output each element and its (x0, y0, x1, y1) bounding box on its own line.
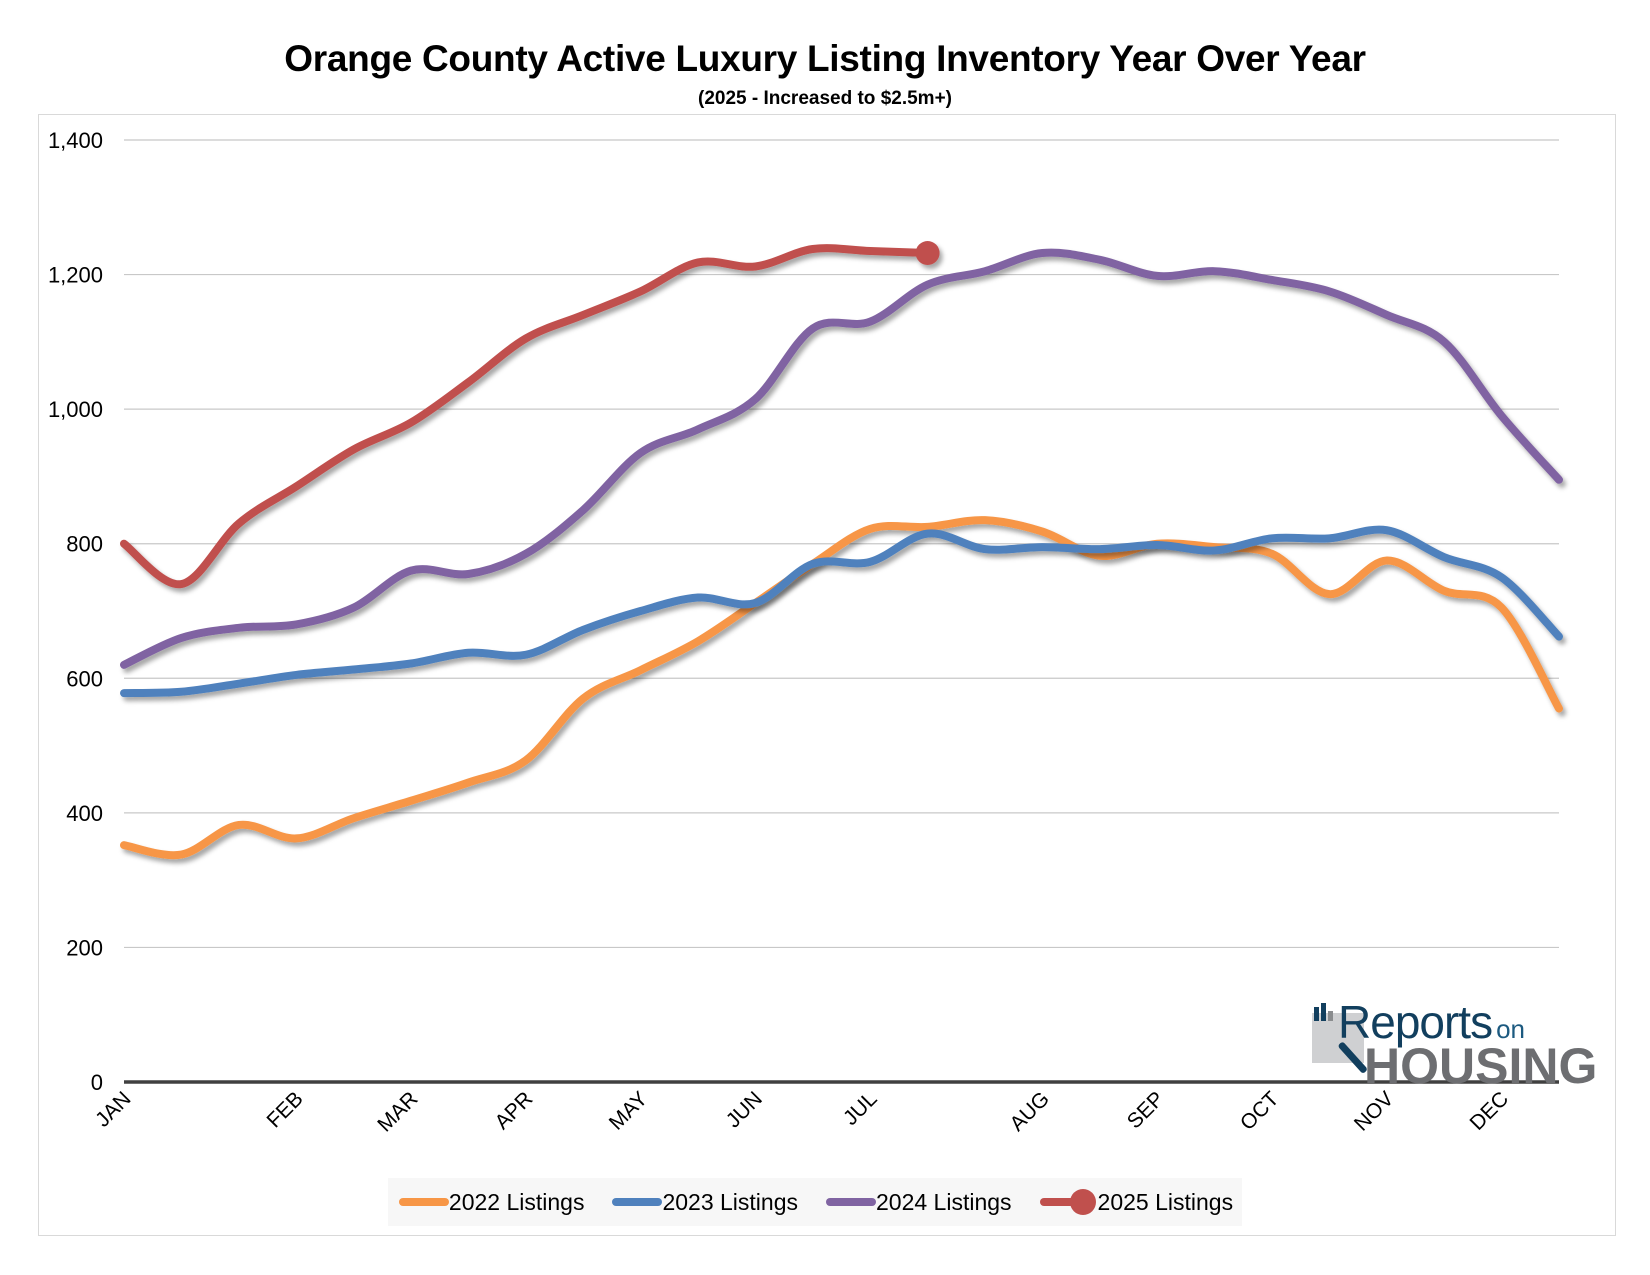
x-tick-label: APR (491, 1087, 538, 1134)
series-2022 (120, 516, 1563, 860)
x-tick-label: OCT (1236, 1087, 1284, 1135)
logo-bars-icon (1314, 1003, 1335, 1021)
x-tick-label: MAR (373, 1087, 422, 1136)
logo-word-reports: eports (1370, 996, 1493, 1048)
end-marker (915, 241, 940, 266)
legend-swatch-2024 (824, 1197, 876, 1207)
series-lines (120, 241, 1563, 860)
y-tick-label: 600 (66, 666, 103, 691)
x-axis-ticks: JAN FEB MAR APR MAY JUN JUL AUG SEP OCT NOV DEC (91, 1087, 1513, 1136)
y-tick-label: 1,200 (48, 263, 103, 288)
chart-legend: 2022 Listings 2023 Listings 2024 Listing… (388, 1178, 1242, 1226)
legend-swatch-2022 (397, 1197, 449, 1207)
y-tick-label: 200 (66, 935, 103, 960)
legend-label-2025: 2025 Listings (1097, 1188, 1234, 1215)
y-tick-label: 1,400 (48, 128, 103, 153)
legend-item-2023[interactable]: 2023 Listings (610, 1189, 798, 1216)
x-tick-label: SEP (1123, 1087, 1169, 1133)
x-tick-label: FEB (263, 1087, 308, 1132)
series-line (120, 516, 1563, 860)
logo-initial: R (1338, 996, 1371, 1048)
legend-item-2022[interactable]: 2022 Listings (397, 1188, 585, 1216)
x-tick-label: JUN (722, 1087, 767, 1132)
chart-subtitle: (2025 - Increased to $2.5m+) (698, 88, 952, 109)
reports-on-housing-logo: Reports on HOUSING (1312, 995, 1597, 1095)
chart-title: Orange County Active Luxury Listing Inve… (284, 38, 1366, 79)
x-tick-label: JUL (839, 1087, 882, 1130)
legend-label-2023: 2023 Listings (662, 1188, 798, 1215)
series-2024 (120, 248, 1563, 669)
y-tick-label: 1,000 (48, 397, 103, 422)
x-tick-label: AUG (1005, 1087, 1053, 1135)
legend-item-2024[interactable]: 2024 Listings (824, 1189, 1012, 1216)
gridlines (124, 139, 1559, 1084)
legend-swatch-2025 (1038, 1189, 1096, 1215)
y-tick-label: 800 (66, 532, 103, 557)
logo-word-on: on (1496, 1014, 1526, 1044)
logo-reports-text: Reports on (1338, 995, 1525, 1049)
legend-item-2025[interactable]: 2025 Listings (1038, 1188, 1234, 1216)
y-axis-ticks: 0 200 400 600 800 1,000 1,200 1,400 (48, 128, 103, 1095)
series-2023 (120, 525, 1563, 698)
series-2025 (120, 241, 940, 589)
legend-label-2024: 2024 Listings (876, 1188, 1012, 1215)
y-tick-label: 0 (91, 1070, 103, 1095)
chart-frame (38, 114, 1616, 1236)
legend-swatch-2023 (610, 1197, 663, 1207)
legend-label-2022: 2022 Listings (448, 1188, 585, 1215)
series-line (120, 244, 932, 589)
y-tick-label: 400 (66, 801, 103, 826)
logo-housing-text: HOUSING (1364, 1038, 1598, 1094)
x-tick-label: MAY (605, 1087, 652, 1134)
